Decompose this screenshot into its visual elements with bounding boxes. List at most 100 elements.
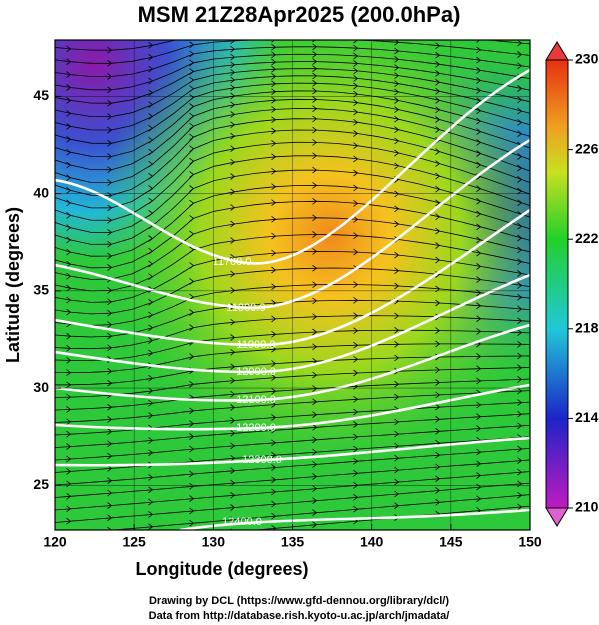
- x-tick-label: 150: [518, 534, 542, 550]
- contour-label: 11900.0: [237, 339, 276, 351]
- streamline: [55, 169, 530, 245]
- stream-arrow: [354, 28, 358, 34]
- contour-label: 11700.0: [213, 256, 252, 268]
- streamline: [55, 61, 530, 104]
- streamline: [55, 367, 530, 398]
- colorbar-max-arrow: [545, 41, 569, 61]
- y-tick-label: 30: [33, 379, 49, 395]
- x-axis-label: Longitude (degrees): [135, 559, 308, 579]
- stream-arrow: [231, 29, 235, 35]
- streamline: [55, 90, 530, 157]
- stream-arrow: [271, 40, 276, 43]
- contour-label: 12300.0: [242, 454, 282, 466]
- stream-arrow: [149, 536, 153, 542]
- colorbar-min-arrow: [545, 507, 569, 527]
- streamline: [55, 343, 530, 374]
- colorbar-tick-label: 222: [575, 230, 599, 246]
- contour-line: [55, 273, 530, 374]
- footer-line: Drawing by DCL (https://www.gfd-dennou.o…: [149, 595, 449, 607]
- streamline: [55, 129, 530, 209]
- y-tick-label: 35: [33, 282, 49, 298]
- streamline: [55, 217, 530, 280]
- streamline: [55, 108, 530, 184]
- stream-arrow: [518, 29, 522, 35]
- streamline: [55, 53, 530, 91]
- stream-arrow: [436, 33, 440, 39]
- contour-line: [55, 436, 530, 467]
- streamline: [55, 471, 530, 511]
- y-tick-label: 45: [33, 87, 49, 103]
- stream-arrow: [107, 526, 112, 530]
- field: 11700.0 11800.0 11900.0 12000.0 12100.0 12200…: [55, 26, 530, 549]
- grid: [55, 40, 530, 530]
- streamline: [55, 200, 530, 269]
- streamline: [55, 459, 530, 498]
- streamline: [55, 315, 530, 350]
- streamline: [55, 40, 530, 51]
- streamline: [55, 75, 530, 131]
- contour-label: 12200.0: [236, 422, 276, 434]
- streamline: [55, 82, 530, 144]
- stream-arrow: [108, 540, 112, 546]
- x-tick-label: 130: [202, 534, 226, 550]
- y-axis-label: Latitude (degrees): [3, 207, 23, 363]
- x-tick-label: 135: [281, 534, 305, 550]
- colorbar-tick-label: 230: [575, 51, 599, 67]
- streamline: [55, 98, 530, 171]
- y-tick-label: 25: [33, 476, 49, 492]
- streamline: [55, 250, 530, 303]
- contour-label: 12100.0: [236, 394, 276, 406]
- y-tick-label: 40: [33, 184, 49, 200]
- stream-arrow: [67, 543, 71, 549]
- stream-arrow: [313, 28, 317, 34]
- streamline: [55, 355, 530, 386]
- streamline: [55, 413, 530, 448]
- streamline: [251, 505, 530, 530]
- contour-label: 11800.0: [227, 302, 266, 314]
- streamline: [55, 155, 530, 233]
- streamline: [55, 329, 530, 361]
- streamline: [55, 401, 530, 436]
- stream-arrow: [312, 40, 316, 43]
- stream-arrow: [353, 40, 359, 44]
- contour-line: [55, 68, 530, 265]
- stream-arrow: [107, 40, 109, 41]
- streamline: [55, 267, 530, 315]
- x-tick-label: 140: [360, 534, 384, 550]
- streamline: [55, 378, 530, 411]
- colorbar-tick-label: 218: [575, 320, 599, 336]
- contour-line: [55, 383, 530, 431]
- contour-line: [55, 138, 530, 310]
- streamline: [55, 118, 530, 196]
- x-tick-label: 145: [439, 534, 463, 550]
- x-tick-label: 120: [43, 534, 67, 550]
- stream-arrow: [67, 33, 71, 39]
- stream-arrow: [67, 531, 71, 537]
- colorbar-tick-label: 214: [575, 409, 599, 425]
- streamline: [55, 390, 530, 423]
- colorbar-ticks: 210 214 218 222 226 230: [568, 51, 599, 515]
- streamline: [55, 40, 530, 64]
- contours: [55, 68, 530, 530]
- colorbar-scale: [545, 59, 569, 509]
- streamline: [55, 482, 530, 523]
- colorbar: 210 214 218 222 226 230: [545, 41, 599, 527]
- footer-line: Data from http://database.rish.kyoto-u.a…: [149, 610, 450, 622]
- colorbar-tick-label: 210: [575, 499, 599, 515]
- contour-label: 12000.0: [236, 366, 276, 378]
- contour-line: [55, 208, 530, 347]
- stream-arrow: [190, 32, 194, 38]
- x-tick-label: 125: [122, 534, 146, 550]
- stream-arrow: [272, 28, 276, 34]
- contour-line: [179, 508, 530, 530]
- streamline: [55, 447, 530, 486]
- contour-label: 12400.0: [222, 516, 262, 528]
- streamline: [55, 68, 530, 118]
- streamline: [109, 494, 530, 530]
- stream-arrow: [477, 26, 481, 32]
- axes: 120 125 130 135 140 145 150 25 30 35 40 45: [33, 87, 541, 550]
- stream-arrow: [149, 30, 153, 36]
- title: MSM 21Z28Apr2025 (200.0hPa): [138, 2, 461, 27]
- contour-labels: 11700.0 11800.0 11900.0 12000.0 12100.0 12200…: [213, 256, 282, 528]
